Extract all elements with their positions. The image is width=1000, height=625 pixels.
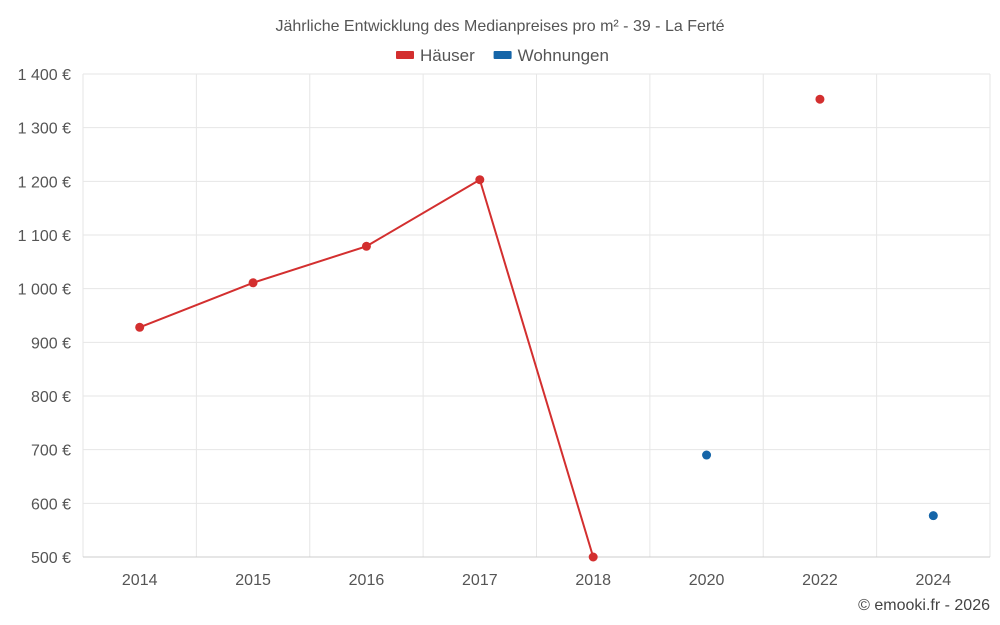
y-tick-label: 1 100 €: [18, 228, 71, 245]
y-tick-label: 800 €: [31, 389, 71, 406]
series-layer: [135, 94, 938, 562]
chart-title: Jährliche Entwicklung des Medianpreises …: [275, 18, 724, 35]
data-point[interactable]: [702, 450, 712, 460]
legend-label[interactable]: Wohnungen: [518, 46, 609, 65]
y-tick-label: 500 €: [31, 550, 71, 567]
y-tick-label: 700 €: [31, 443, 71, 460]
data-point[interactable]: [475, 175, 485, 185]
series-line: [139, 178, 595, 558]
data-point[interactable]: [928, 511, 938, 521]
legend-label[interactable]: Häuser: [420, 46, 475, 65]
x-tick-label: 2018: [575, 572, 611, 589]
y-axis: 500 € 600 € 700 € 800 € 900 € 1 000 € 1 100 € 1…: [18, 67, 71, 567]
y-tick-label: 600 €: [31, 496, 71, 513]
y-tick-label: 1 200 €: [18, 174, 71, 191]
y-tick-label: 1 400 €: [18, 67, 71, 84]
x-tick-label: 2015: [235, 572, 271, 589]
data-point[interactable]: [361, 241, 371, 251]
x-tick-label: 2022: [802, 572, 838, 589]
data-point[interactable]: [815, 94, 825, 104]
grid: [82, 73, 991, 558]
legend-swatch[interactable]: [493, 51, 512, 59]
data-point[interactable]: [248, 278, 258, 288]
x-tick-label: 2017: [462, 572, 498, 589]
data-point[interactable]: [588, 552, 598, 562]
x-tick-label: 2024: [916, 572, 952, 589]
legend: Häuser Wohnungen: [396, 46, 609, 65]
credit-text: © emooki.fr - 2026: [858, 597, 990, 614]
y-tick-label: 1 300 €: [18, 121, 71, 138]
x-axis: 2014 2015 2016 2017 2018 2020 2022 2024: [122, 572, 951, 589]
y-tick-label: 900 €: [31, 335, 71, 352]
y-tick-label: 1 000 €: [18, 282, 71, 299]
x-tick-label: 2016: [349, 572, 385, 589]
legend-swatch[interactable]: [396, 51, 414, 59]
x-tick-label: 2014: [122, 572, 158, 589]
x-tick-label: 2020: [689, 572, 725, 589]
data-point[interactable]: [135, 322, 145, 332]
